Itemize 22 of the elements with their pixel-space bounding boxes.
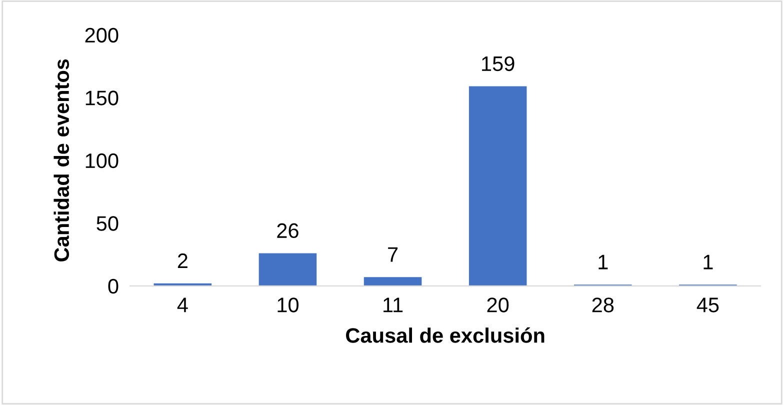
y-axis-title: Cantidad de eventos (54, 59, 70, 262)
bar (258, 253, 317, 286)
x-tick-label: 10 (278, 298, 298, 312)
data-label: 1 (598, 254, 608, 270)
y-tick-label: 50 (96, 216, 118, 231)
x-axis-title: Causal de exclusión (346, 327, 544, 343)
y-tick-label: 150 (86, 90, 118, 106)
x-tick-label: 45 (696, 298, 719, 312)
x-tick-label: 4 (177, 298, 188, 312)
x-tick-label: 20 (487, 298, 509, 312)
bar (364, 277, 422, 286)
y-tick-label: 100 (86, 153, 118, 168)
data-label: 2 (178, 253, 188, 268)
y-tick-label: 0 (108, 278, 118, 294)
data-label: 159 (482, 56, 514, 72)
data-label: 1 (704, 254, 713, 270)
y-tick-label: 200 (85, 28, 118, 43)
data-label: 26 (277, 223, 298, 238)
data-label: 7 (388, 247, 398, 262)
x-tick-label: 11 (384, 298, 403, 312)
bar (468, 86, 527, 286)
x-tick-label: 28 (592, 298, 614, 312)
